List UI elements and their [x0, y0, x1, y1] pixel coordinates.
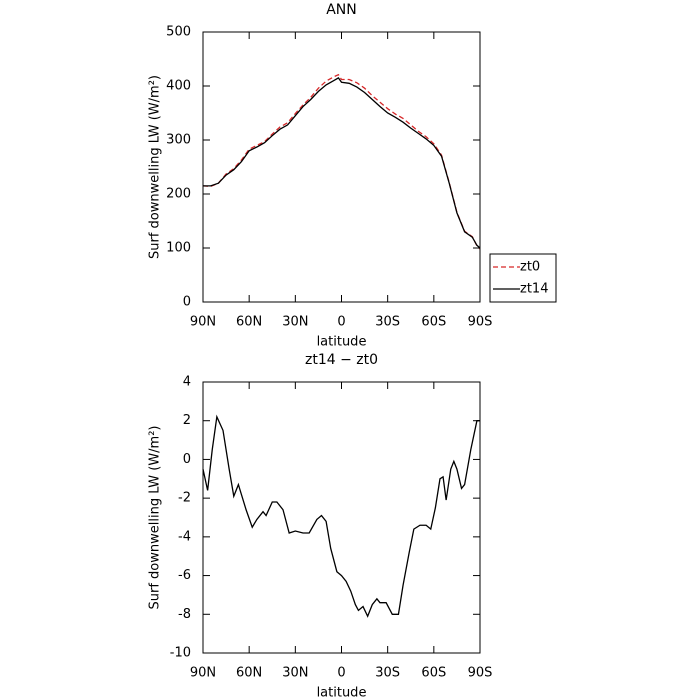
y-tick-label: -4 [178, 529, 191, 544]
y-tick-label: 500 [166, 25, 191, 40]
y-tick-label: 200 [166, 187, 191, 202]
x-tick-label: 90N [190, 666, 216, 681]
y-axis-label: Surf downwelling LW (W/m²) [148, 426, 163, 610]
x-tick-label: 90S [468, 315, 493, 330]
x-axis-label: latitude [317, 686, 367, 700]
x-tick-label: 60N [236, 666, 262, 681]
y-tick-label: -2 [178, 491, 191, 506]
y-tick-label: 0 [183, 295, 191, 310]
data-line [202, 73, 481, 250]
legend-box [489, 253, 557, 303]
x-tick-label: 30N [282, 666, 308, 681]
x-tick-label: 30S [375, 315, 400, 330]
chart-title: zt14 − zt0 [305, 352, 378, 368]
plot-frame [202, 381, 481, 654]
x-tick-label: 90S [468, 666, 493, 681]
x-tick-label: 0 [337, 666, 345, 681]
y-tick-label: 400 [166, 79, 191, 94]
y-axis-label: Surf downwelling LW (W/m²) [148, 75, 163, 259]
y-tick-label: 300 [166, 133, 191, 148]
y-tick-label: 4 [183, 375, 191, 390]
y-tick-label: -8 [178, 607, 191, 622]
legend-label: zt14 [520, 282, 548, 297]
y-tick-label: 2 [183, 413, 191, 428]
y-tick-label: 100 [166, 241, 191, 256]
panel: zt14 − zt0 latitude Surf downwelling LW (W… [148, 352, 493, 700]
chart-title: ANN [326, 2, 357, 18]
y-tick-label: 0 [183, 452, 191, 467]
x-tick-label: 60S [421, 666, 446, 681]
legend-label: zt0 [520, 260, 540, 275]
x-tick-label: 30S [375, 666, 400, 681]
x-tick-label: 60S [421, 315, 446, 330]
y-tick-label: -10 [170, 646, 191, 661]
x-tick-label: 60N [236, 315, 262, 330]
y-tick-label: -6 [178, 568, 191, 583]
data-line [202, 414, 480, 618]
plot-frame [202, 31, 481, 303]
panel: ANN latitude Surf downwelling LW (W/m²) 90N… [148, 2, 557, 350]
x-tick-label: 0 [337, 315, 345, 330]
x-tick-label: 30N [282, 315, 308, 330]
x-tick-label: 90N [190, 315, 216, 330]
x-axis-label: latitude [317, 335, 367, 350]
data-line [203, 77, 481, 249]
